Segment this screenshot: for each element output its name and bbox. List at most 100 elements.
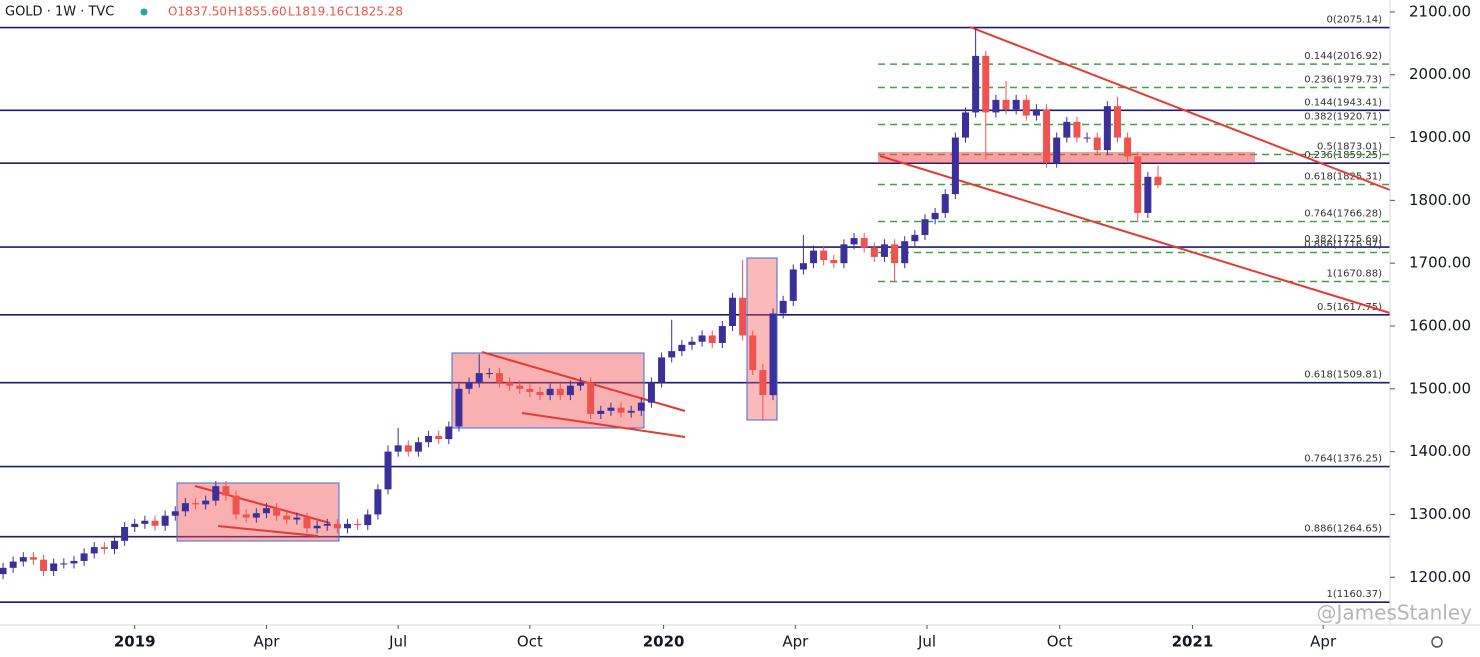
channel-line [879,155,1391,314]
candle-body [617,407,625,413]
candle-body [749,335,757,370]
y-tick-label: 1400.00 [1409,442,1471,460]
candle-body [1073,121,1081,138]
candle-body [607,407,615,411]
candle-body [1103,106,1111,151]
candle-body [181,503,189,512]
candle-body [526,388,534,392]
candle-body [495,373,503,383]
candle-body [384,451,392,490]
fib-level-label: 0.764(1376.25) [1304,454,1382,465]
ohlc-high: H1855.60 [228,5,287,19]
candle-body [232,495,240,515]
fib-level-label: 0.144(1943.41) [1304,97,1382,108]
candle-body [1063,121,1071,138]
candle-body [242,514,250,518]
candle-body [536,391,544,396]
candle-body [931,212,939,220]
candle-body [708,335,716,343]
fib-level-label: 0.382(1725.69) [1304,234,1382,245]
x-tick-label: Apr [1310,633,1337,651]
x-tick-label: Apr [782,633,809,651]
candle-body [658,357,666,383]
candle-body [0,567,7,575]
candle-body [80,553,88,561]
candle-body [273,508,281,516]
fib-level-label: 1(1160.37) [1326,589,1382,600]
candle-body [455,388,463,427]
candle-body [668,351,676,358]
candle-body [283,515,291,520]
ohlc-open: O1837.50 [168,5,227,19]
levels: 0(2075.14)0.144(1943.41)0.236(1859.25)0.… [0,15,1390,603]
x-tick-label: 2019 [114,633,156,651]
candle-body [414,442,422,452]
candle-body [19,557,27,562]
fib-level-label: 0(2075.14) [1326,15,1382,26]
candle-body [556,388,564,396]
candle-body [435,435,443,440]
annotations [176,26,1391,542]
fib-level-label: 1(1670.88) [1326,268,1382,279]
candle-body [972,55,980,113]
candles [0,27,1162,580]
fib-level-label: 0.382(1920.71) [1304,112,1382,123]
candle-body [303,517,311,529]
candle-body [850,238,858,245]
candle-body [982,55,990,113]
y-tick-label: 2000.00 [1409,65,1471,83]
candle-body [789,269,797,301]
x-tick-label: Oct [1047,633,1073,651]
candle-body [60,563,68,565]
fib-level-label: 0.886(1716.97) [1304,240,1382,251]
trendline [521,412,686,438]
watermark: @JamesStanley [1316,601,1472,625]
candle-body [70,560,78,564]
candle-body [344,523,351,529]
candle-body [151,520,159,526]
axes: 1200.00 1300.00 1400.00 1500.00 1600.00 1700.… [114,2,1471,650]
candle-body [911,234,919,242]
candle-body [100,547,108,549]
candle-body [587,382,595,414]
y-tick-label: 1600.00 [1409,317,1471,335]
candle-body [637,402,645,411]
candle-body [1124,137,1132,157]
candle-body [131,523,139,528]
candle-body [141,520,149,524]
x-tick-label: Oct [517,633,543,651]
candle-body [1154,176,1162,185]
candle-body [485,373,493,375]
symbol: GOLD · 1W · TVC [5,5,114,20]
candle-body [627,410,635,413]
candle-body [40,559,48,571]
candle-body [1113,106,1121,138]
candle-body [830,260,838,264]
settings-icon[interactable] [1431,636,1443,648]
candle-body [1083,137,1091,139]
candle-body [1012,99,1020,110]
candle-body [29,557,37,560]
candle-body [951,137,959,195]
y-tick-label: 1800.00 [1409,191,1471,209]
fib-level-label: 0.5(1617.75) [1317,302,1382,313]
candle-body [50,563,58,571]
candle-body [404,445,412,452]
resistance-zone [878,152,1255,163]
ohlc-low: L1819.16 [288,5,344,19]
candle-body [121,527,129,541]
candle-body [445,426,453,440]
y-tick-label: 1700.00 [1409,254,1471,272]
candle-body [475,373,483,383]
candle-body [779,300,787,314]
candle-body [9,561,17,568]
y-tick-label: 1300.00 [1409,505,1471,523]
candle-body [425,435,433,443]
candle-body [759,369,767,396]
y-tick-label: 1200.00 [1409,568,1471,586]
gear[interactable] [1431,636,1443,648]
trendline [217,525,319,537]
candle-body [769,313,777,396]
candle-body [728,297,736,327]
candle-body [394,445,402,452]
